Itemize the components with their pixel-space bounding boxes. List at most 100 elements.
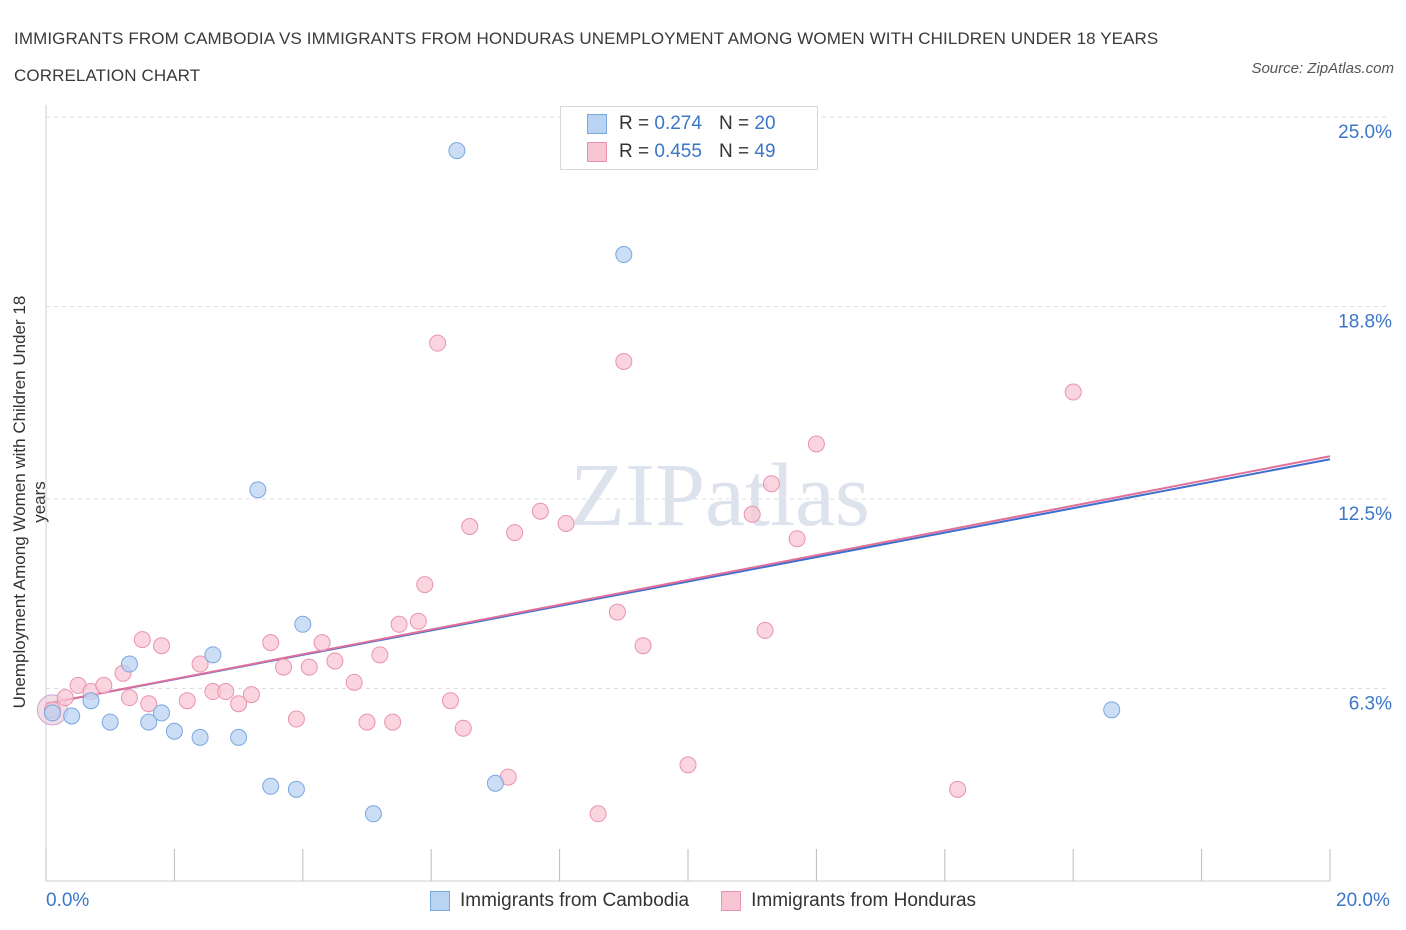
y-tick-label: 25.0% <box>1338 122 1392 143</box>
y-tick-label: 12.5% <box>1338 504 1392 525</box>
point-honduras <box>762 475 780 493</box>
point-honduras <box>153 637 171 655</box>
point-honduras <box>217 683 235 701</box>
series-legend: Immigrants from Cambodia Immigrants from… <box>430 890 1008 912</box>
legend-item-cambodia: Immigrants from Cambodia <box>430 890 689 912</box>
point-honduras <box>441 692 459 710</box>
point-honduras <box>679 756 697 774</box>
point-honduras <box>242 686 260 704</box>
point-honduras <box>461 518 479 536</box>
legend-label-cambodia: Immigrants from Cambodia <box>460 890 690 911</box>
point-honduras <box>454 719 472 737</box>
legend-n-value: 49 <box>754 141 776 162</box>
point-cambodia <box>364 805 382 823</box>
point-cambodia <box>191 728 209 746</box>
point-honduras <box>191 655 209 673</box>
x-tick-label-max: 20.0% <box>1336 890 1390 911</box>
y-axis-label: Unemployment Among Women with Children U… <box>10 295 49 709</box>
grid-lines <box>46 116 1390 689</box>
point-honduras <box>287 710 305 728</box>
point-honduras <box>788 530 806 548</box>
point-cambodia <box>615 246 633 264</box>
point-cambodia <box>204 646 222 664</box>
legend-n-label: N = <box>719 141 750 162</box>
point-honduras <box>634 637 652 655</box>
legend-r-value: 0.274 <box>654 113 702 134</box>
point-honduras <box>230 695 248 713</box>
point-honduras <box>589 805 607 823</box>
point-honduras <box>390 615 408 633</box>
point-cambodia <box>43 704 61 722</box>
watermark: ZIPatlas <box>570 446 870 545</box>
legend-row-honduras: R = 0.455 N = 49 <box>587 140 776 164</box>
source-label: Source: ZipAtlas.com <box>1251 60 1394 77</box>
legend-n-value: 20 <box>754 113 776 134</box>
point-cambodia <box>287 780 305 798</box>
point-honduras <box>140 695 158 713</box>
point-honduras <box>178 692 196 710</box>
legend-label-honduras: Immigrants from Honduras <box>751 890 977 911</box>
point-honduras <box>949 780 967 798</box>
point-honduras <box>275 658 293 676</box>
point-honduras <box>416 576 434 594</box>
axes <box>45 105 1331 882</box>
cambodia-legend-swatch <box>430 891 450 911</box>
point-honduras <box>1064 383 1082 401</box>
point-cambodia <box>262 777 280 795</box>
point-honduras <box>95 676 113 694</box>
point-cambodia <box>101 713 119 731</box>
point-honduras <box>384 713 402 731</box>
point-honduras <box>262 634 280 652</box>
trend-line-honduras <box>45 455 1331 705</box>
point-honduras <box>358 713 376 731</box>
point-honduras <box>756 621 774 639</box>
point-honduras <box>557 514 575 532</box>
point-honduras <box>300 658 318 676</box>
honduras-swatch <box>587 142 607 162</box>
point-honduras <box>506 524 524 542</box>
point-honduras <box>743 505 761 523</box>
point-honduras <box>615 352 633 370</box>
point-honduras <box>326 652 344 670</box>
point-honduras <box>56 689 74 707</box>
point-honduras <box>429 334 447 352</box>
legend-r-label: R = <box>619 141 650 162</box>
point-cambodia <box>82 692 100 710</box>
cambodia-swatch <box>587 114 607 134</box>
point-cambodia <box>448 142 466 160</box>
chart-title: IMMIGRANTS FROM CAMBODIA VS IMMIGRANTS F… <box>14 29 1159 85</box>
point-honduras <box>409 612 427 630</box>
point-honduras <box>313 634 331 652</box>
legend-row-cambodia: R = 0.274 N = 20 <box>587 112 776 136</box>
point-cambodia <box>63 707 81 725</box>
legend-item-honduras: Immigrants from Honduras <box>721 890 976 912</box>
honduras-legend-swatch <box>721 891 742 911</box>
trend-lines <box>45 455 1331 705</box>
point-cambodia <box>230 728 248 746</box>
point-cambodia <box>486 774 504 792</box>
x-tick-label-min: 0.0% <box>46 890 90 911</box>
point-cambodia <box>294 615 312 633</box>
point-cambodia <box>249 481 267 499</box>
data-points <box>36 142 1121 823</box>
y-tick-label: 6.3% <box>1349 693 1392 714</box>
point-cambodia <box>1103 701 1121 719</box>
point-honduras <box>120 689 138 707</box>
correlation-legend: R = 0.274 N = 20 R = 0.455 N = 49 <box>560 106 818 170</box>
point-honduras <box>531 502 549 520</box>
point-honduras <box>371 646 389 664</box>
point-cambodia <box>165 722 183 740</box>
point-honduras <box>133 631 151 649</box>
point-honduras <box>807 435 825 453</box>
legend-r-value: 0.455 <box>654 141 702 162</box>
y-tick-labels: 6.3% 12.5% 18.8% 25.0% <box>1338 122 1392 714</box>
point-honduras <box>345 673 363 691</box>
legend-n-label: N = <box>719 113 750 134</box>
point-cambodia <box>140 713 158 731</box>
point-cambodia <box>120 655 138 673</box>
y-tick-label: 18.8% <box>1338 311 1392 332</box>
point-cambodia <box>153 704 171 722</box>
point-honduras <box>608 603 626 621</box>
legend-r-label: R = <box>619 113 650 134</box>
